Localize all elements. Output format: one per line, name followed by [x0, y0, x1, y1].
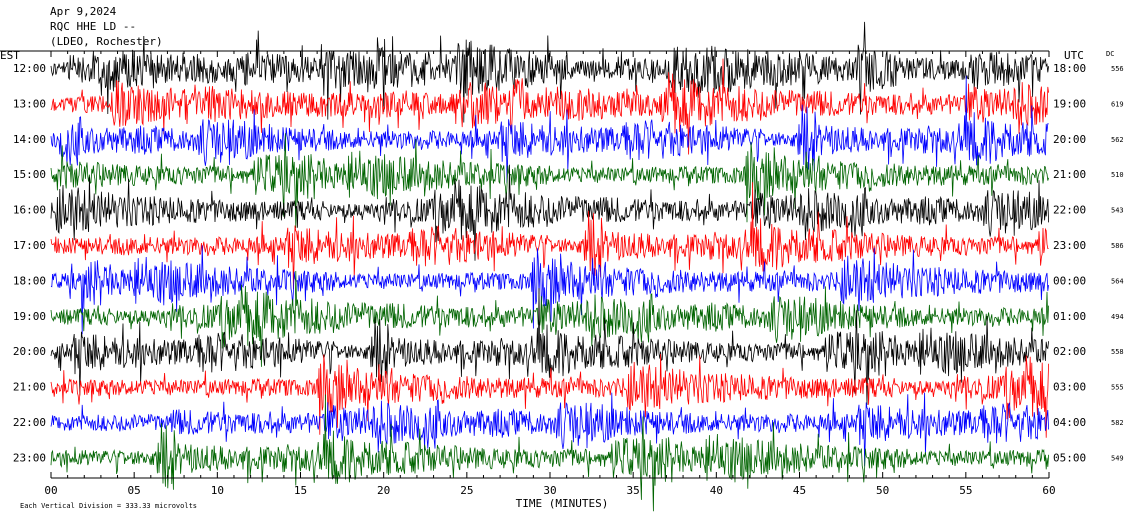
utc-label: 19:00	[1053, 97, 1086, 110]
utc-label: 00:00	[1053, 274, 1086, 287]
utc-label: 20:00	[1053, 133, 1086, 146]
est-label: 22:00	[13, 416, 46, 429]
dc-value: 543	[1111, 207, 1124, 215]
dc-value: 494	[1111, 313, 1124, 321]
est-label: 21:00	[13, 381, 46, 394]
x-tick-label: 25	[460, 484, 473, 497]
x-tick-label: 05	[128, 484, 141, 497]
est-label: 14:00	[13, 133, 46, 146]
dc-value: 558	[1111, 348, 1124, 356]
x-tick-label: 20	[377, 484, 390, 497]
x-tick-label: 55	[959, 484, 972, 497]
trace	[50, 288, 1049, 406]
dc-value: 619	[1111, 100, 1124, 108]
dc-value: 556	[1111, 65, 1124, 73]
dc-label: DC	[1106, 50, 1114, 58]
utc-label: 21:00	[1053, 168, 1086, 181]
dc-value: 564	[1111, 277, 1124, 285]
x-tick-label: 10	[211, 484, 224, 497]
dc-value: 582	[1111, 419, 1124, 427]
utc-label: 05:00	[1053, 451, 1086, 464]
est-label: 15:00	[13, 168, 46, 181]
trace	[50, 270, 1049, 367]
est-label: 16:00	[13, 204, 46, 217]
utc-label: 01:00	[1053, 310, 1086, 323]
x-axis-label: TIME (MINUTES)	[516, 497, 609, 510]
trace	[50, 75, 1049, 184]
x-tick-label: 35	[627, 484, 640, 497]
est-label: 13:00	[13, 97, 46, 110]
x-tick-label: 00	[44, 484, 57, 497]
location: (LDEO, Rochester)	[50, 35, 163, 48]
traces	[50, 21, 1049, 512]
x-tick-label: 60	[1042, 484, 1055, 497]
est-label: 12:00	[13, 62, 46, 75]
x-tick-label: 50	[876, 484, 889, 497]
est-label: 18:00	[13, 274, 46, 287]
station: RQC HHE LD --	[50, 20, 136, 33]
x-tick-label: 15	[294, 484, 307, 497]
footer: Each Vertical Division = 333.33 microvol…	[20, 502, 197, 510]
right-zone: UTC	[1064, 49, 1084, 62]
date: Apr 9,2024	[50, 5, 117, 18]
trace	[50, 164, 1049, 261]
utc-label: 18:00	[1053, 62, 1086, 75]
trace	[50, 394, 1049, 512]
trace	[50, 353, 1049, 438]
trace	[50, 182, 1049, 290]
utc-label: 22:00	[1053, 204, 1086, 217]
trace	[50, 133, 1049, 229]
dc-value: 549	[1111, 454, 1124, 462]
trace	[50, 21, 1049, 123]
utc-label: 02:00	[1053, 345, 1086, 358]
trace	[50, 392, 1049, 467]
dc-value: 586	[1111, 242, 1124, 250]
x-tick-label: 40	[710, 484, 723, 497]
est-label: 20:00	[13, 345, 46, 358]
trace	[50, 58, 1049, 155]
est-label: 23:00	[13, 451, 46, 464]
x-tick-label: 45	[793, 484, 806, 497]
dc-value: 510	[1111, 171, 1124, 179]
est-label: 17:00	[13, 239, 46, 252]
x-tick-label: 30	[543, 484, 556, 497]
est-label: 19:00	[13, 310, 46, 323]
dc-value: 555	[1111, 384, 1124, 392]
utc-label: 23:00	[1053, 239, 1086, 252]
trace	[50, 245, 1049, 335]
utc-label: 04:00	[1053, 416, 1086, 429]
dc-value: 562	[1111, 136, 1124, 144]
left-zone: EST	[0, 49, 20, 62]
utc-label: 03:00	[1053, 381, 1086, 394]
